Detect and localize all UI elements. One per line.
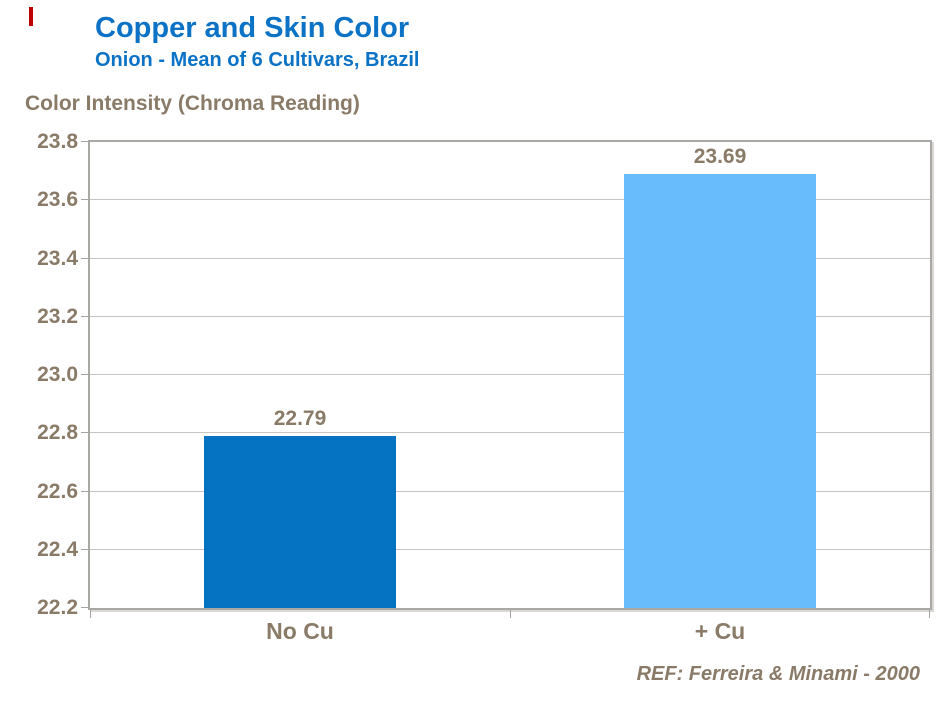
- y-tick-mark: [81, 607, 90, 608]
- y-tick-label: 22.2: [37, 596, 78, 619]
- bar-value-label: 22.79: [273, 407, 327, 430]
- gridline: [90, 432, 930, 434]
- y-tick-mark: [81, 548, 90, 550]
- x-tick-mark: [929, 610, 930, 618]
- red-accent-mark: [29, 7, 33, 26]
- y-axis-title: Color Intensity (Chroma Reading): [25, 92, 360, 115]
- bar-value-label: 23.69: [693, 145, 747, 168]
- y-tick-label: 23.6: [37, 188, 78, 212]
- bar: [624, 174, 816, 608]
- y-tick-label: 23.8: [37, 130, 78, 153]
- x-tick-label: No Cu: [266, 618, 334, 644]
- chart-title: Copper and Skin Color: [95, 12, 410, 44]
- y-tick-mark: [81, 374, 90, 375]
- y-tick-mark: [81, 199, 90, 201]
- y-tick-label: 22.4: [37, 537, 78, 561]
- y-tick-mark: [81, 490, 90, 492]
- gridline: [90, 257, 930, 259]
- y-tick-mark: [81, 257, 90, 259]
- y-tick-label: 23.4: [37, 246, 78, 270]
- x-tick-mark: [510, 610, 511, 618]
- x-tick-mark: [90, 610, 91, 618]
- gridline: [90, 199, 930, 201]
- y-tick-mark: [81, 315, 90, 317]
- y-tick-mark: [81, 141, 90, 142]
- y-tick-label: 22.6: [37, 479, 78, 503]
- chart-subtitle: Onion - Mean of 6 Cultivars, Brazil: [95, 49, 420, 71]
- gridline: [90, 315, 930, 317]
- gridline: [90, 374, 930, 375]
- bar: [204, 436, 396, 608]
- y-tick-label: 22.8: [37, 421, 78, 445]
- y-tick-mark: [81, 432, 90, 434]
- y-tick-label: 23.0: [37, 363, 78, 386]
- gridline: [90, 548, 930, 550]
- x-tick-label: + Cu: [694, 618, 746, 644]
- reference-text: REF: Ferreira & Minami - 2000: [636, 663, 920, 685]
- gridline: [90, 490, 930, 492]
- y-tick-label: 23.2: [37, 304, 78, 328]
